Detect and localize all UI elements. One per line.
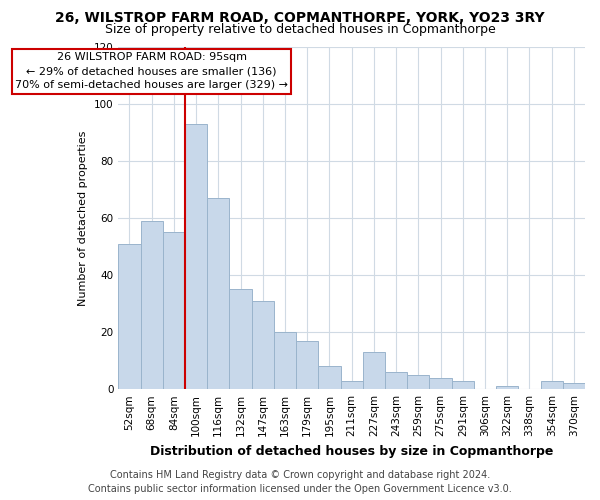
Y-axis label: Number of detached properties: Number of detached properties xyxy=(78,130,88,306)
Bar xyxy=(452,380,474,389)
Bar xyxy=(251,300,274,389)
Bar xyxy=(341,380,363,389)
Bar xyxy=(319,366,341,389)
Bar xyxy=(185,124,207,389)
Bar xyxy=(229,289,251,389)
Bar xyxy=(296,340,319,389)
Text: 26 WILSTROP FARM ROAD: 95sqm
← 29% of detached houses are smaller (136)
70% of s: 26 WILSTROP FARM ROAD: 95sqm ← 29% of de… xyxy=(15,52,288,90)
Text: Contains HM Land Registry data © Crown copyright and database right 2024.
Contai: Contains HM Land Registry data © Crown c… xyxy=(88,470,512,494)
Bar xyxy=(274,332,296,389)
Bar xyxy=(118,244,140,389)
Bar xyxy=(207,198,229,389)
Bar xyxy=(563,384,585,389)
Bar xyxy=(407,375,430,389)
X-axis label: Distribution of detached houses by size in Copmanthorpe: Distribution of detached houses by size … xyxy=(150,444,553,458)
Text: 26, WILSTROP FARM ROAD, COPMANTHORPE, YORK, YO23 3RY: 26, WILSTROP FARM ROAD, COPMANTHORPE, YO… xyxy=(55,11,545,25)
Bar xyxy=(541,380,563,389)
Bar xyxy=(163,232,185,389)
Text: Size of property relative to detached houses in Copmanthorpe: Size of property relative to detached ho… xyxy=(104,22,496,36)
Bar xyxy=(363,352,385,389)
Bar xyxy=(140,220,163,389)
Bar xyxy=(385,372,407,389)
Bar xyxy=(496,386,518,389)
Bar xyxy=(430,378,452,389)
